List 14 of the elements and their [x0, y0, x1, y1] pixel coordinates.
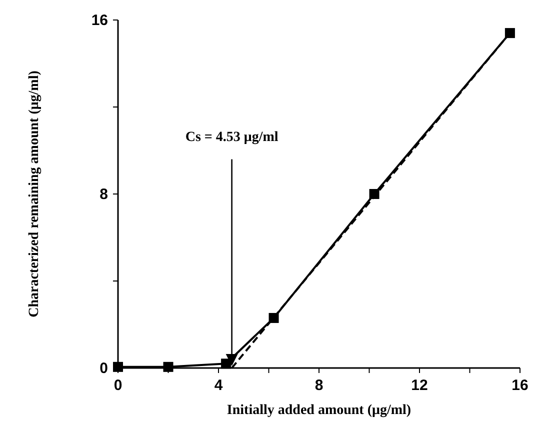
- point: [113, 362, 123, 372]
- y-tick-label: 0: [100, 360, 108, 377]
- x-tick-label: 12: [411, 377, 428, 394]
- ref-line-label: Cs = 4.53 μg/ml: [185, 130, 278, 146]
- x-tick-label: 4: [214, 377, 224, 394]
- point: [221, 358, 232, 369]
- y-axis-title: Characterized remaining amount (μg/ml): [27, 70, 42, 318]
- y-tick-label: 8: [100, 186, 108, 203]
- x-tick-label: 16: [512, 377, 528, 394]
- x-tick-label: 0: [114, 377, 122, 394]
- x-axis-title: Initially added amount (μg/ml): [226, 403, 412, 418]
- point: [163, 362, 174, 372]
- y-tick-label: 16: [91, 12, 108, 29]
- x-tick-label: 8: [314, 377, 324, 394]
